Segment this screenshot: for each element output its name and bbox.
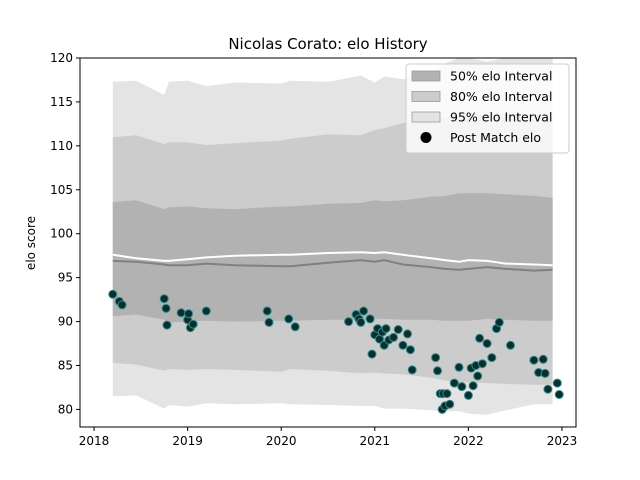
post-match-elo-point xyxy=(454,362,464,372)
y-tick-label: 110 xyxy=(50,139,73,153)
y-axis-label: elo score xyxy=(24,216,38,270)
post-match-elo-point xyxy=(473,371,483,381)
post-match-elo-point xyxy=(188,319,198,329)
post-match-elo-point xyxy=(475,333,485,343)
post-match-elo-point xyxy=(538,354,548,364)
post-match-elo-point xyxy=(367,349,377,359)
post-match-elo-point xyxy=(543,384,553,394)
post-match-elo-point xyxy=(494,317,504,327)
post-match-elo-point xyxy=(162,320,172,330)
post-match-elo-point xyxy=(487,353,497,363)
post-match-elo-point xyxy=(405,345,415,355)
post-match-elo-point xyxy=(117,300,127,310)
post-match-elo-point xyxy=(407,365,417,375)
legend-swatch xyxy=(411,111,441,123)
legend-box xyxy=(405,63,570,154)
post-match-elo-point xyxy=(540,368,550,378)
x-tick-label: 2022 xyxy=(453,434,484,448)
post-match-elo-point xyxy=(445,399,455,409)
post-match-elo-point xyxy=(403,329,412,339)
post-match-elo-point xyxy=(554,390,564,399)
post-match-elo-point xyxy=(463,390,473,400)
post-match-elo-point xyxy=(468,381,478,391)
x-axis: 2018 2019 2020 2021 2022 2023 xyxy=(79,427,577,448)
post-match-elo-point xyxy=(506,340,515,350)
post-match-elo-point xyxy=(431,353,441,363)
post-match-elo-point xyxy=(398,340,408,350)
chart-title: Nicolas Corato: elo History xyxy=(228,35,427,53)
post-match-elo-point xyxy=(356,317,366,327)
post-match-elo-point xyxy=(201,306,211,316)
post-match-elo-point xyxy=(393,325,403,334)
y-tick-label: 105 xyxy=(50,183,73,197)
mean-elo-line xyxy=(112,259,553,272)
x-tick-label: 2021 xyxy=(360,434,391,448)
y-axis: 80 85 90 95 100 105 110 115 120 xyxy=(50,51,80,416)
y-tick-label: 80 xyxy=(58,402,73,416)
post-match-elo-point xyxy=(159,294,169,304)
legend-label: 50% elo Interval xyxy=(450,69,552,84)
post-match-elo-point xyxy=(442,389,452,399)
post-match-elo-point xyxy=(433,366,442,376)
legend-swatch xyxy=(411,70,441,82)
y-tick-label: 85 xyxy=(58,359,73,373)
post-match-elo-point xyxy=(184,309,194,319)
y-tick-label: 120 xyxy=(50,51,73,65)
post-match-elo-point xyxy=(262,306,272,316)
post-match-elo-point xyxy=(264,317,274,327)
y-tick-label: 100 xyxy=(50,227,73,241)
post-match-elo-point xyxy=(359,306,369,316)
x-tick-label: 2019 xyxy=(172,434,203,448)
post-match-elo-point xyxy=(161,303,171,313)
post-match-elo-point xyxy=(290,322,300,332)
x-tick-label: 2020 xyxy=(266,434,297,448)
legend: 50% elo Interval 80% elo Interval 95% elo … xyxy=(405,63,570,154)
legend-label: Post Match elo xyxy=(450,130,541,145)
post-match-elo-point xyxy=(284,314,294,324)
post-match-elo-point xyxy=(176,308,186,318)
post-match-elo-point xyxy=(108,289,118,299)
post-match-elo-point xyxy=(457,382,467,392)
post-match-elo-point xyxy=(365,314,375,324)
legend-swatch xyxy=(411,91,441,102)
band-50-interval xyxy=(112,193,553,323)
post-match-elo-point xyxy=(389,332,398,342)
y-tick-label: 95 xyxy=(58,271,73,285)
legend-label: 80% elo Interval xyxy=(450,89,552,104)
post-match-elo-point xyxy=(482,339,492,348)
x-tick-label: 2023 xyxy=(547,434,578,448)
post-match-elo-point xyxy=(381,324,391,334)
post-match-elo-point xyxy=(552,378,562,388)
x-tick-label: 2018 xyxy=(79,434,110,448)
median-elo-line xyxy=(112,251,553,267)
legend-marker xyxy=(420,132,432,143)
post-match-elo-point xyxy=(344,317,354,327)
legend-label: 95% elo Interval xyxy=(450,110,552,125)
post-match-elo-point xyxy=(449,378,459,388)
post-match-elo-point xyxy=(529,355,539,365)
y-tick-label: 90 xyxy=(58,315,73,329)
post-match-elo-point xyxy=(477,359,487,369)
y-tick-label: 115 xyxy=(50,95,73,109)
plot-frame xyxy=(79,57,577,428)
